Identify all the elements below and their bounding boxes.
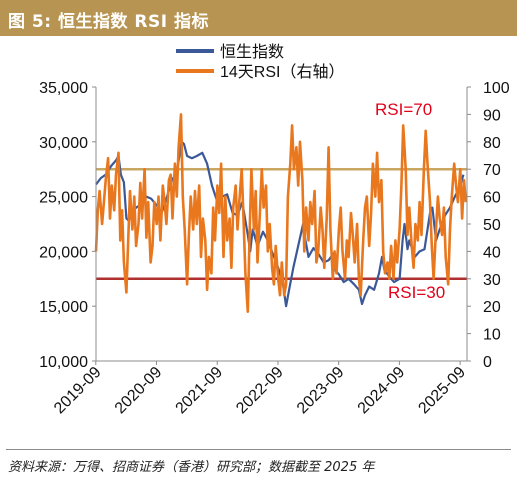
x-tick-label: 2020-09 xyxy=(112,364,166,418)
legend-label-rsi: 14天RSI（右轴） xyxy=(220,63,344,81)
left-tick-label: 20,000 xyxy=(39,244,88,261)
left-tick-label: 35,000 xyxy=(39,80,88,97)
figure-title: 图 5: 恒生指数 RSI 指标 xyxy=(8,12,209,32)
x-tick-label: 2022-09 xyxy=(233,364,287,418)
left-tick-label: 30,000 xyxy=(39,135,88,152)
footer-divider xyxy=(6,449,511,450)
legend: 恒生指数 14天RSI（右轴） xyxy=(176,43,344,81)
hsi-series-line xyxy=(95,140,465,308)
annotations: RSI=70 RSI=30 xyxy=(375,100,445,302)
right-tick-label: 10 xyxy=(483,327,501,344)
x-tick-label: 2024-09 xyxy=(355,364,409,418)
right-tick-label: 100 xyxy=(483,80,510,97)
left-tick-label: 10,000 xyxy=(39,354,88,371)
right-tick-label: 50 xyxy=(483,217,501,234)
chart-area: 10,000 15,000 20,000 25,000 30,000 35,000 0 10 2… xyxy=(0,36,517,448)
right-tick-label: 20 xyxy=(483,299,501,316)
right-tick-label: 30 xyxy=(483,272,501,289)
rsi-series-line xyxy=(94,113,468,313)
source-note: 资料来源：万得、招商证券（香港）研究部；数据截至 2025 年 xyxy=(8,460,375,475)
right-tick-label: 60 xyxy=(483,190,501,207)
right-tick-label: 80 xyxy=(483,135,501,152)
annotation-rsi-30: RSI=30 xyxy=(388,283,445,302)
legend-label-hsi: 恒生指数 xyxy=(220,43,284,61)
x-tick-label: 2025-09 xyxy=(415,364,469,418)
right-tick-label: 90 xyxy=(483,107,501,124)
right-tick-label: 40 xyxy=(483,244,501,261)
x-tick-label: 2023-09 xyxy=(294,364,348,418)
hsi-rsi-chart: 10,000 15,000 20,000 25,000 30,000 35,000 0 10 2… xyxy=(39,43,510,418)
left-tick-label: 25,000 xyxy=(39,190,88,207)
x-tick-label: 2019-09 xyxy=(51,364,105,418)
right-tick-label: 70 xyxy=(483,162,501,179)
left-tick-label: 15,000 xyxy=(39,299,88,316)
figure-title-bar: 图 5: 恒生指数 RSI 指标 xyxy=(0,0,517,36)
right-tick-label: 0 xyxy=(483,354,492,371)
x-tick-label: 2021-09 xyxy=(173,364,227,418)
annotation-rsi-70: RSI=70 xyxy=(375,100,432,119)
series-layer xyxy=(94,113,468,313)
